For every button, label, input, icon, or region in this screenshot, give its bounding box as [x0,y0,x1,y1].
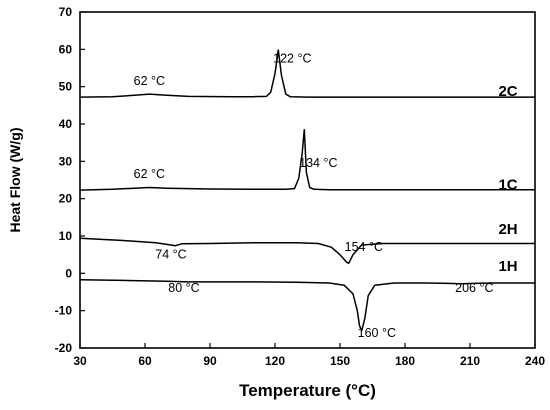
x-tick-label: 180 [395,354,415,368]
y-axis-title: Heat Flow (W/g) [7,128,23,233]
series-line-1c [79,128,535,191]
peak-annotation: 62 °C [134,74,165,88]
series-label-1c: 1C [498,176,517,193]
peak-annotation: 74 °C [155,247,186,261]
x-axis-title: Temperature (°C) [239,381,376,400]
x-tick-label: 240 [525,354,545,368]
x-tick-label: 210 [460,354,480,368]
peak-annotation: 206 °C [455,281,493,295]
peak-annotation: 122 °C [273,51,311,65]
y-tick-label: -20 [55,341,73,355]
x-tick-label: 150 [330,354,350,368]
series-layer [79,49,535,332]
series-label-2h: 2H [498,221,517,238]
peak-annotation: 80 °C [168,281,199,295]
x-tick-label: 60 [138,354,152,368]
peak-annotation: 134 °C [299,156,337,170]
plot-frame [79,11,536,349]
ticks-layer: 30 60 90 120 150 180 210 240 -20 -10 0 10 20 30 40 50 60… [55,5,546,368]
series-label-2c: 2C [498,83,517,100]
peak-annotation: 62 °C [134,167,165,181]
y-tick-label: 70 [59,5,73,19]
y-tick-label: -10 [55,304,73,318]
y-tick-label: 40 [59,117,73,131]
series-line-2h [79,237,535,265]
x-tick-label: 30 [73,354,87,368]
y-tick-label: 60 [59,42,73,56]
series-label-1h: 1H [498,258,517,275]
x-tick-label: 120 [265,354,285,368]
peak-annotation: 154 °C [345,240,383,254]
annotations-layer: 62 °C 122 °C 62 °C 134 °C 74 °C 154 °C 80 °C 16… [134,51,518,339]
y-tick-label: 30 [59,154,73,168]
y-tick-label: 50 [59,80,73,94]
peak-annotation: 160 °C [358,326,396,340]
y-tick-label: 20 [59,192,73,206]
x-tick-label: 90 [203,354,217,368]
y-tick-label: 10 [59,229,73,243]
series-line-2c [79,49,535,98]
series-line-1h [79,278,535,332]
y-tick-label: 0 [65,266,72,280]
